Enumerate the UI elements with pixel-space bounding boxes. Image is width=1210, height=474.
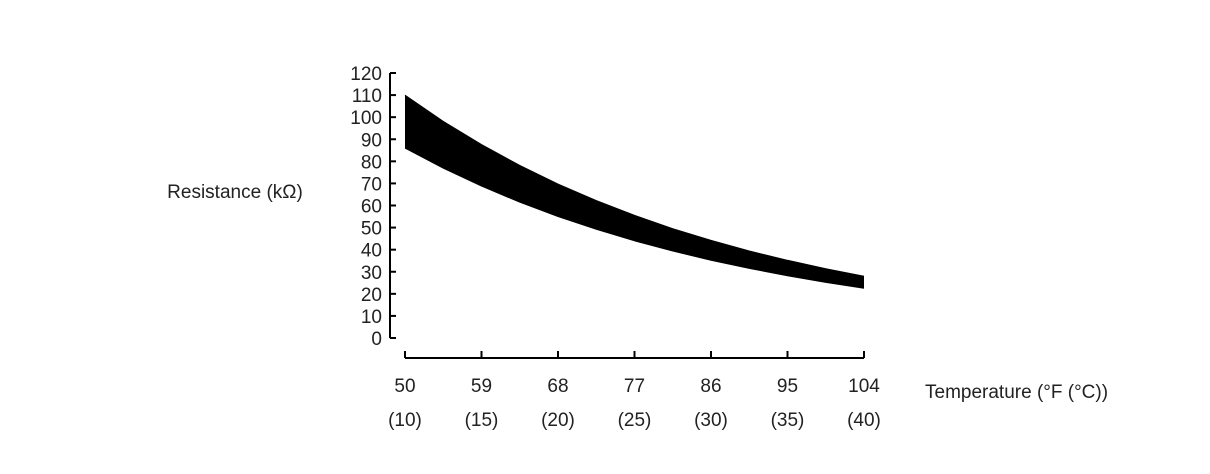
x-tick-label: 68 [547,376,568,397]
x-tick-sublabel: (30) [694,410,728,431]
y-tick-label: 30 [361,263,382,284]
band-edge [404,147,865,289]
y-tick-label: 120 [350,64,382,85]
y-tick-label: 60 [361,197,382,218]
x-tick-label: 86 [700,376,721,397]
band-edge [404,94,865,277]
y-tick-label: 80 [361,152,382,173]
x-tick-sublabel: (15) [465,410,499,431]
y-tick-label: 90 [361,130,382,151]
y-tick-label: 10 [361,307,382,328]
band-area [405,95,864,289]
y-tick-label: 110 [352,86,382,107]
y-tick-label: 100 [350,108,382,129]
x-tick-sublabel: (20) [541,410,575,431]
y-tick-label: 50 [361,219,382,240]
x-tick-sublabel: (35) [771,410,805,431]
x-tick-label: 50 [394,376,415,397]
x-tick-label: 77 [624,376,645,397]
x-tick-label: 59 [471,376,492,397]
x-tick-sublabel: (10) [388,410,422,431]
x-tick-sublabel: (25) [618,410,652,431]
y-tick-label: 0 [371,329,382,350]
x-tick-label: 95 [777,376,798,397]
y-axis-label: Resistance (kΩ) [167,182,303,203]
x-tick-sublabel: (40) [847,410,881,431]
y-tick-label: 20 [361,285,382,306]
y-tick-label: 70 [361,174,382,195]
x-tick-label: 104 [848,376,880,397]
y-tick-label: 40 [361,241,382,262]
x-axis-label: Temperature (°F (°C)) [925,382,1108,403]
